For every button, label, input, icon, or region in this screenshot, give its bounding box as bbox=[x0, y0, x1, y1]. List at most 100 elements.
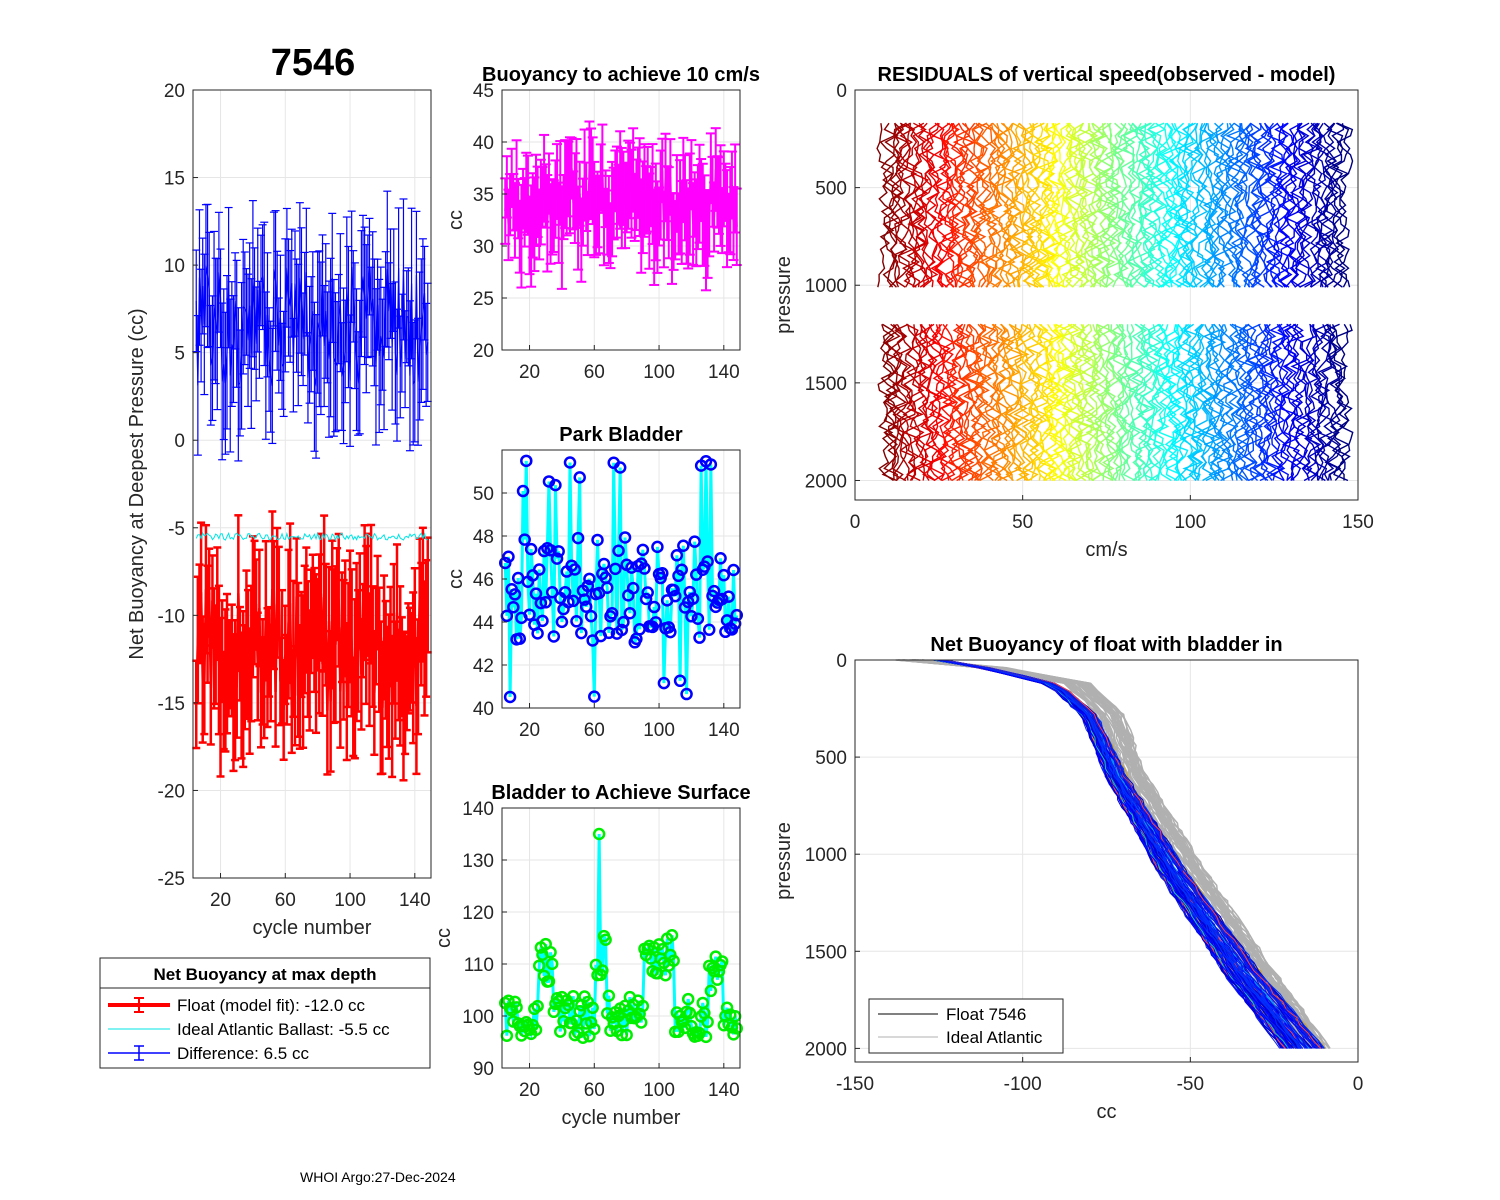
residual-line bbox=[877, 323, 894, 482]
residual-line bbox=[1035, 323, 1054, 482]
data-point bbox=[618, 531, 632, 544]
residual-line bbox=[1060, 323, 1080, 482]
data-point bbox=[667, 954, 680, 967]
residual-line bbox=[1147, 323, 1165, 482]
data-point bbox=[704, 984, 718, 998]
residual-line bbox=[954, 122, 975, 288]
data-point bbox=[498, 556, 512, 570]
x-tick-label: 140 bbox=[708, 720, 740, 741]
residual-line bbox=[1024, 122, 1042, 288]
x-tick-label: 0 bbox=[850, 512, 861, 533]
footer-stamp: WHOI Argo:27-Dec-2024 bbox=[300, 1169, 456, 1185]
residual-line bbox=[1292, 323, 1311, 481]
residual-line bbox=[1281, 323, 1301, 481]
legend-profile-box bbox=[868, 998, 1064, 1054]
y-tick-label: 1500 bbox=[805, 374, 847, 395]
data-point bbox=[532, 563, 546, 576]
data-point bbox=[714, 552, 727, 565]
residual-line bbox=[1190, 323, 1208, 481]
x-axis-label: cycle number bbox=[253, 917, 372, 939]
chart-title: RESIDUALS of vertical speed(observed - m… bbox=[878, 64, 1336, 86]
residual-profiles bbox=[876, 122, 1354, 482]
x-tick-label: 50 bbox=[1012, 512, 1033, 533]
data-point bbox=[725, 1021, 739, 1034]
data-point bbox=[686, 592, 700, 605]
data-point bbox=[503, 690, 517, 704]
data-point bbox=[701, 555, 714, 568]
data-point bbox=[613, 461, 627, 474]
figure-title: 7546 bbox=[271, 42, 356, 84]
data-point bbox=[547, 1005, 561, 1019]
y-axis-label: cc bbox=[445, 569, 467, 589]
residual-line bbox=[1186, 122, 1201, 288]
y-tick-label: 120 bbox=[462, 903, 494, 924]
y-tick-label: 1500 bbox=[805, 942, 847, 963]
data-point bbox=[672, 569, 685, 583]
data-point bbox=[615, 623, 629, 637]
x-tick-label: 140 bbox=[708, 1080, 740, 1101]
residual-line bbox=[1286, 323, 1305, 481]
series-line bbox=[195, 531, 428, 542]
data-point bbox=[566, 989, 580, 1003]
axes-frame bbox=[501, 807, 741, 1069]
x-tick-label: 60 bbox=[584, 362, 605, 383]
residual-line bbox=[1063, 323, 1084, 481]
y-tick-label: 44 bbox=[473, 613, 495, 634]
series-ideal-atlantic-ballast bbox=[195, 531, 428, 542]
x-tick-label: 100 bbox=[1174, 512, 1206, 533]
y-tick-label: 20 bbox=[473, 341, 494, 362]
y-tick-label: 46 bbox=[473, 570, 494, 591]
residual-line bbox=[922, 323, 940, 482]
data-point bbox=[545, 957, 559, 971]
residual-line bbox=[1090, 122, 1110, 288]
residual-line bbox=[1107, 324, 1125, 482]
residual-line bbox=[1150, 123, 1169, 288]
residual-line bbox=[1325, 122, 1344, 288]
axes-frame bbox=[501, 89, 741, 351]
residual-line bbox=[1265, 122, 1286, 288]
data-point bbox=[685, 610, 698, 623]
residual-line bbox=[1315, 122, 1334, 288]
data-point bbox=[651, 540, 664, 554]
data-point bbox=[596, 964, 609, 977]
data-point bbox=[544, 543, 557, 557]
y-tick-label: 5 bbox=[174, 344, 185, 365]
residual-line bbox=[1256, 122, 1274, 288]
y-tick-label: 100 bbox=[462, 1007, 494, 1028]
data-point bbox=[727, 563, 740, 577]
residual-line bbox=[962, 122, 981, 288]
residual-line bbox=[1260, 122, 1277, 288]
y-tick-label: 35 bbox=[473, 185, 494, 206]
residual-line bbox=[991, 323, 1009, 482]
series-difference bbox=[192, 190, 432, 462]
residual-line bbox=[926, 122, 944, 288]
residual-line bbox=[1319, 122, 1338, 288]
data-point bbox=[579, 600, 593, 614]
float-profile-line bbox=[943, 659, 1322, 1049]
data-point bbox=[570, 615, 583, 628]
y-tick-label: -25 bbox=[158, 869, 185, 890]
data-point bbox=[651, 967, 664, 980]
series-park-bladder bbox=[498, 454, 744, 704]
data-point bbox=[597, 557, 611, 571]
legend-label-ideal: Ideal Atlantic Ballast: -5.5 cc bbox=[177, 1020, 390, 1039]
x-tick-label: 60 bbox=[584, 1080, 605, 1101]
y-tick-label: 130 bbox=[462, 851, 494, 872]
residual-line bbox=[1245, 323, 1265, 482]
data-point bbox=[518, 533, 531, 546]
legend-main: Net Buoyancy at max depth Float (model f… bbox=[99, 957, 431, 1069]
chart-title: Park Bladder bbox=[559, 424, 683, 446]
data-point bbox=[670, 549, 684, 562]
residual-line bbox=[1044, 324, 1064, 482]
data-point bbox=[605, 607, 619, 620]
y-tick-label: 10 bbox=[164, 256, 185, 277]
residual-line bbox=[1143, 122, 1163, 288]
data-point bbox=[531, 999, 544, 1013]
axes-frame bbox=[854, 89, 1359, 501]
data-point bbox=[602, 989, 616, 1002]
residual-line bbox=[1190, 122, 1209, 288]
residual-line bbox=[1164, 122, 1182, 288]
residual-line bbox=[1302, 323, 1322, 481]
data-point bbox=[699, 1030, 713, 1044]
residual-line bbox=[1263, 323, 1280, 481]
